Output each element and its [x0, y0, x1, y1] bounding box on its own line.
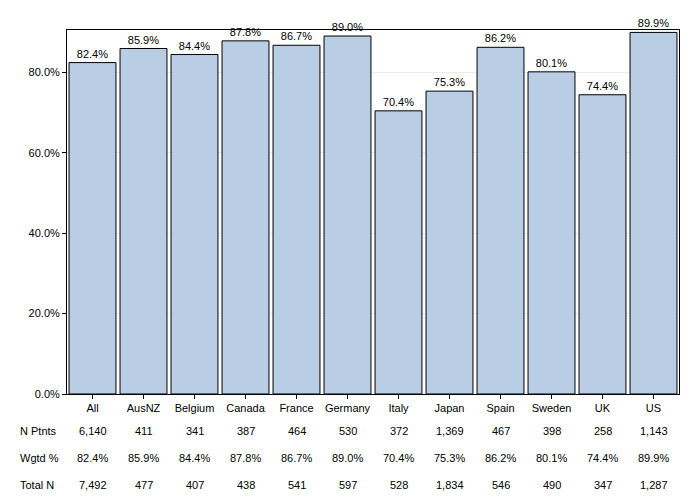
svg-text:1,369: 1,369	[436, 425, 464, 437]
svg-text:Germany: Germany	[325, 402, 371, 414]
svg-text:86.7%: 86.7%	[281, 452, 312, 464]
svg-text:387: 387	[237, 425, 255, 437]
svg-text:20.0%: 20.0%	[29, 307, 60, 319]
svg-text:89.0%: 89.0%	[332, 452, 363, 464]
svg-text:85.9%: 85.9%	[128, 34, 159, 46]
svg-text:530: 530	[339, 425, 357, 437]
svg-text:541: 541	[288, 479, 306, 491]
svg-text:US: US	[646, 402, 661, 414]
svg-text:6,140: 6,140	[79, 425, 107, 437]
svg-text:74.4%: 74.4%	[587, 452, 618, 464]
svg-text:70.4%: 70.4%	[383, 96, 414, 108]
svg-text:438: 438	[237, 479, 255, 491]
svg-text:467: 467	[492, 425, 510, 437]
svg-text:372: 372	[390, 425, 408, 437]
svg-text:74.4%: 74.4%	[587, 80, 618, 92]
svg-text:Spain: Spain	[486, 402, 514, 414]
svg-text:89.9%: 89.9%	[638, 17, 669, 29]
svg-text:86.2%: 86.2%	[485, 452, 516, 464]
svg-text:407: 407	[186, 479, 204, 491]
svg-text:Japan: Japan	[435, 402, 465, 414]
svg-text:341: 341	[186, 425, 204, 437]
svg-text:1,287: 1,287	[640, 479, 668, 491]
svg-text:597: 597	[339, 479, 357, 491]
svg-text:France: France	[279, 402, 313, 414]
svg-text:Sweden: Sweden	[532, 402, 572, 414]
svg-text:84.4%: 84.4%	[179, 452, 210, 464]
svg-text:Belgium: Belgium	[175, 402, 215, 414]
svg-text:411: 411	[135, 425, 153, 437]
svg-text:85.9%: 85.9%	[128, 452, 159, 464]
svg-text:347: 347	[594, 479, 612, 491]
svg-text:84.4%: 84.4%	[179, 40, 210, 52]
svg-text:UK: UK	[595, 402, 611, 414]
svg-text:75.3%: 75.3%	[434, 76, 465, 88]
svg-text:258: 258	[594, 425, 612, 437]
svg-text:82.4%: 82.4%	[77, 48, 108, 60]
svg-text:75.3%: 75.3%	[434, 452, 465, 464]
svg-text:Canada: Canada	[226, 402, 265, 414]
svg-text:60.0%: 60.0%	[29, 147, 60, 159]
svg-text:546: 546	[492, 479, 510, 491]
svg-text:Italy: Italy	[388, 402, 409, 414]
svg-text:86.7%: 86.7%	[281, 30, 312, 42]
svg-text:490: 490	[543, 479, 561, 491]
svg-text:7,492: 7,492	[79, 479, 107, 491]
svg-text:40.0%: 40.0%	[29, 227, 60, 239]
svg-text:87.8%: 87.8%	[230, 452, 261, 464]
svg-text:398: 398	[543, 425, 561, 437]
svg-text:Total N: Total N	[20, 479, 54, 491]
svg-text:0.0%: 0.0%	[35, 388, 60, 400]
svg-text:70.4%: 70.4%	[383, 452, 414, 464]
svg-text:1,143: 1,143	[640, 425, 668, 437]
svg-text:86.2%: 86.2%	[485, 32, 516, 44]
svg-text:477: 477	[135, 479, 153, 491]
svg-text:80.1%: 80.1%	[536, 452, 567, 464]
svg-text:80.0%: 80.0%	[29, 66, 60, 78]
svg-text:87.8%: 87.8%	[230, 26, 261, 38]
svg-text:N Ptnts: N Ptnts	[20, 425, 57, 437]
svg-text:80.1%: 80.1%	[536, 57, 567, 69]
svg-text:1,834: 1,834	[436, 479, 464, 491]
svg-text:464: 464	[288, 425, 306, 437]
svg-text:AusNZ: AusNZ	[127, 402, 161, 414]
svg-text:82.4%: 82.4%	[77, 452, 108, 464]
svg-text:89.0%: 89.0%	[332, 21, 363, 33]
svg-text:528: 528	[390, 479, 408, 491]
svg-text:All: All	[86, 402, 98, 414]
svg-text:Wgtd %: Wgtd %	[20, 452, 59, 464]
svg-text:89.9%: 89.9%	[638, 452, 669, 464]
